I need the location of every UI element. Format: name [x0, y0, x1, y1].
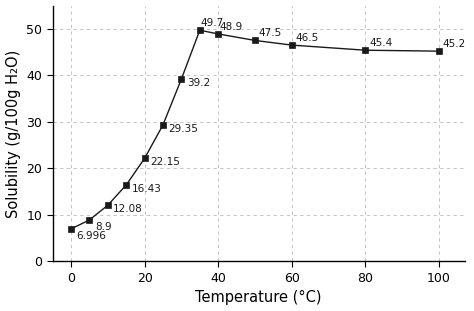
Y-axis label: Solubility (g/100g H₂O): Solubility (g/100g H₂O)	[6, 49, 20, 218]
Text: 39.2: 39.2	[187, 78, 210, 88]
Text: 16.43: 16.43	[132, 184, 162, 194]
Text: 29.35: 29.35	[168, 123, 199, 134]
X-axis label: Temperature (°C): Temperature (°C)	[195, 290, 322, 305]
Text: 48.9: 48.9	[219, 22, 243, 32]
Text: 12.08: 12.08	[113, 204, 143, 214]
Text: 46.5: 46.5	[295, 33, 319, 43]
Text: 6.996: 6.996	[76, 231, 106, 241]
Text: 49.7: 49.7	[201, 18, 224, 28]
Text: 47.5: 47.5	[259, 29, 282, 39]
Text: 45.4: 45.4	[369, 38, 392, 48]
Text: 22.15: 22.15	[150, 157, 180, 167]
Text: 8.9: 8.9	[95, 222, 111, 232]
Text: 45.2: 45.2	[443, 39, 466, 49]
